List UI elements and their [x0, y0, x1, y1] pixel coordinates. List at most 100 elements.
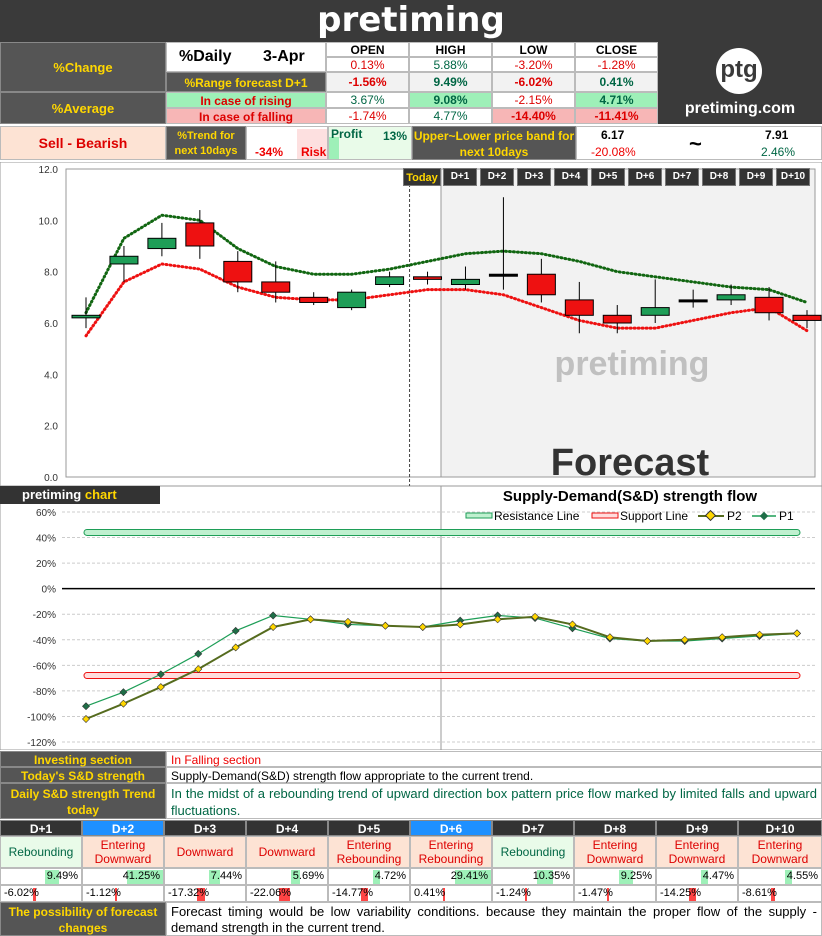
day-label: D+1: [0, 820, 82, 836]
daily-change-value: 0.13%: [326, 57, 409, 72]
price-y-tick: 12.0: [39, 165, 59, 176]
p2-point: [306, 615, 315, 624]
day-up-value: 4.72%: [374, 870, 406, 882]
candle-body: [185, 222, 215, 247]
band-lower-pct: -20.08%: [591, 145, 636, 159]
support-line: [83, 672, 801, 680]
footer-label: The possibility of forecast changes: [0, 902, 166, 936]
day-up-value: 7.44%: [210, 870, 242, 882]
day-button: D+2: [480, 168, 514, 186]
col-header: HIGH: [409, 42, 492, 57]
day-up-bar: [537, 870, 553, 884]
day-button: D+1: [443, 168, 477, 186]
candle-body: [526, 273, 556, 296]
day-down-bar: [689, 888, 696, 901]
footer-value: Forecast timing would be low variability…: [166, 902, 822, 936]
corner-chart: chart: [84, 487, 117, 502]
daily-trend-label: Daily S&D strength Trend today: [0, 783, 166, 819]
day-up-value: 10.35%: [532, 870, 570, 882]
day-up-cell: 7.44%: [164, 868, 246, 885]
p2-point: [156, 683, 165, 692]
day-up-bar: [291, 870, 300, 884]
watermark: pretiming: [555, 345, 710, 383]
day-up-cell: 5.69%: [246, 868, 328, 885]
day-down-cell: -6.02%: [0, 885, 82, 902]
day-up-cell: 29.41%: [410, 868, 492, 885]
day-up-bar: [785, 870, 793, 884]
legend-support: Support Line: [620, 509, 688, 523]
candle-body: [261, 281, 291, 293]
legend-resistance-swatch: [465, 512, 493, 519]
candle-body: [602, 314, 632, 324]
day-down-value: -6.02%: [4, 887, 39, 899]
p2-point: [119, 699, 128, 708]
candle-body: [678, 299, 708, 303]
day-up-bar: [455, 870, 491, 884]
date-label: 3-Apr: [263, 48, 305, 65]
candle-body: [147, 237, 177, 250]
day-up-cell: 4.47%: [656, 868, 738, 885]
profit-label: Profit: [331, 127, 363, 141]
day-down-cell: -1.47%: [574, 885, 656, 902]
day-down-value: -14.77%: [332, 887, 373, 899]
day-trend: Entering Downward: [738, 836, 822, 868]
p2-point: [194, 665, 203, 674]
sd-y-tick: -40%: [33, 636, 56, 647]
day-up-cell: 4.55%: [738, 868, 822, 885]
sd-chart-bg: [0, 486, 822, 750]
price-y-tick: 0.0: [44, 473, 58, 484]
day-trend: Entering Downward: [82, 836, 164, 868]
sd-y-tick: 40%: [36, 534, 56, 545]
p2-point: [643, 637, 652, 646]
daily-change-value: 5.88%: [409, 57, 492, 72]
p2-point: [269, 623, 278, 631]
price-y-tick: 2.0: [44, 422, 58, 433]
p2-line: [85, 615, 798, 720]
rising-value: -2.15%: [492, 92, 575, 108]
p1-point: [269, 611, 278, 620]
day-label: D+2: [82, 820, 164, 836]
candle-body: [450, 278, 480, 286]
falling-value: -14.40%: [492, 108, 575, 124]
p1-point: [231, 626, 240, 635]
band-upper: 7.91: [765, 128, 789, 142]
sd-y-tick: -100%: [27, 712, 56, 723]
forecast-label: Forecast: [551, 442, 710, 484]
day-down-bar: [525, 888, 527, 901]
risk-cell: -34% Risk: [246, 126, 328, 160]
candle-body: [413, 276, 443, 280]
price-y-tick: 4.0: [44, 370, 58, 381]
day-down-value: -22.06%: [250, 887, 291, 899]
day-up-bar: [701, 870, 708, 884]
day-down-cell: -17.32%: [164, 885, 246, 902]
day-up-bar: [619, 870, 634, 884]
day-button: D+7: [665, 168, 699, 186]
day-down-cell: 0.41%: [410, 885, 492, 902]
ptg-logo: ptg: [716, 48, 762, 94]
band-tilde: ~: [689, 131, 702, 156]
day-up-cell: 4.72%: [328, 868, 410, 885]
candle-body: [792, 314, 822, 321]
day-up-cell: 10.35%: [492, 868, 574, 885]
day-down-value: 0.41%: [414, 887, 446, 899]
falling-value: -11.41%: [575, 108, 658, 124]
band-upper-pct: 2.46%: [761, 145, 796, 159]
p2-point: [568, 620, 577, 629]
price-chart: 0.0 2.0 4.0 6.0 8.0 10.0 12.0 pretiming Forecast: [0, 162, 822, 486]
p1-point: [82, 702, 90, 711]
range-value: -1.56%: [326, 72, 409, 92]
sd-y-tick: 60%: [36, 508, 56, 519]
profit-value: 13%: [383, 129, 408, 143]
day-label: D+9: [656, 820, 738, 836]
legend-p1: P1: [779, 509, 794, 523]
candle-body: [564, 299, 594, 316]
falling-label: In case of falling: [166, 108, 326, 124]
sd-chart: -120% -100% -80% -60% -40% -20% 0% 20% 40% 60% Sup…: [0, 486, 822, 750]
investing-label: Investing section: [0, 751, 166, 767]
price-y-tick: 10.0: [39, 216, 59, 227]
day-button: D+9: [739, 168, 773, 186]
sd-y-tick: -20%: [33, 610, 56, 621]
col-header: OPEN: [326, 42, 409, 57]
candle-body: [716, 294, 746, 301]
p1-line: [85, 614, 798, 707]
